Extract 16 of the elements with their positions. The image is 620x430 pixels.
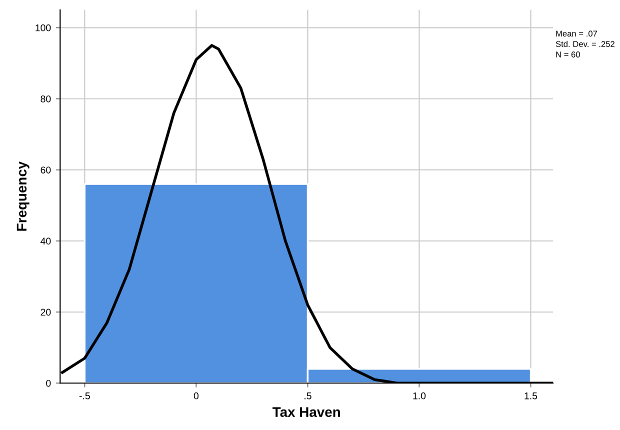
x-tick-label: -.5 xyxy=(79,392,90,400)
y-tick-label: 0 xyxy=(46,380,51,387)
y-tick-label: 100 xyxy=(36,24,51,32)
text: N = 60 xyxy=(556,52,580,58)
x-tick-label: 1.0 xyxy=(413,392,426,400)
x-tick-label: .5 xyxy=(304,392,312,400)
x-tick-label: 0 xyxy=(194,392,199,400)
x-axis-title: Tax Haven xyxy=(272,407,340,417)
y-tick-label: 80 xyxy=(40,95,51,102)
y-axis-title: Frequency xyxy=(16,161,30,231)
y-tick-label: 60 xyxy=(40,166,51,174)
text: Mean = .07 xyxy=(556,30,598,37)
text: Std. Dev. = .252 xyxy=(556,40,614,47)
y-tick-label: 20 xyxy=(40,308,51,316)
x-tick-label: 1.5 xyxy=(524,392,538,400)
y-tick-label: 40 xyxy=(40,238,51,245)
